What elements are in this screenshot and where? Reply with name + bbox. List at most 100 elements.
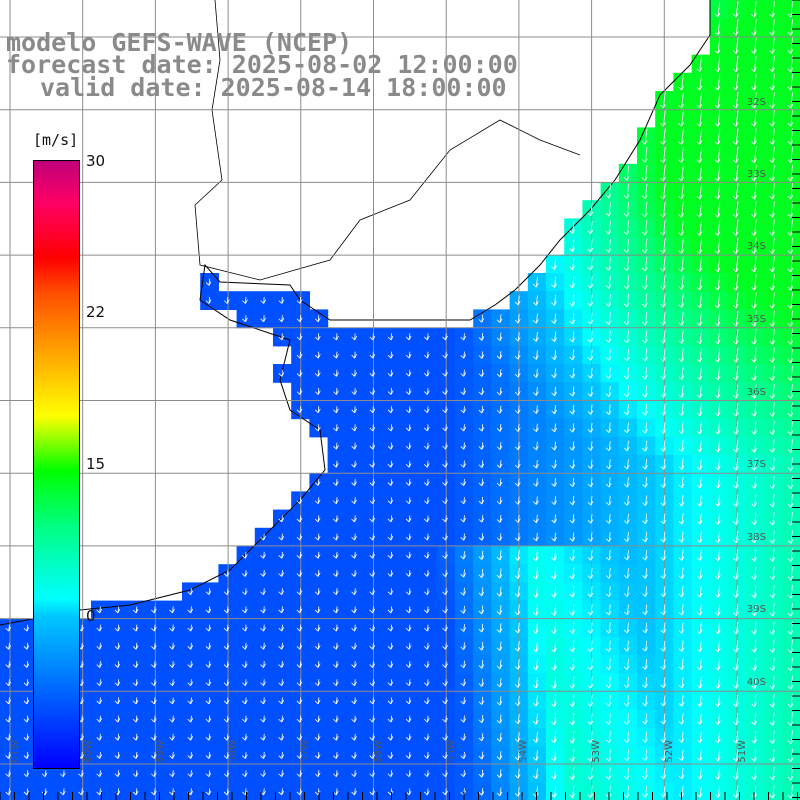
wind-arrow <box>769 439 776 453</box>
wind-arrow <box>787 92 794 109</box>
wind-arrow <box>696 146 703 164</box>
wind-arrow <box>424 624 430 632</box>
wind-arrow <box>387 661 394 668</box>
wind-arrow <box>769 37 775 54</box>
wind-arrow <box>787 274 794 291</box>
wind-arrow <box>551 658 557 671</box>
wind-arrow <box>242 551 248 559</box>
wind-arrow <box>678 440 685 452</box>
wind-arrow <box>369 715 376 723</box>
lon-label-59w: 59W <box>155 740 166 763</box>
wind-arrow <box>751 476 757 489</box>
wind-arrow <box>496 514 503 523</box>
wind-arrow <box>660 201 666 218</box>
wind-arrow <box>387 679 394 687</box>
wind-arrow <box>733 731 739 744</box>
wind-arrow <box>642 458 648 470</box>
wind-arrow <box>642 731 648 743</box>
wind-arrow <box>623 348 630 362</box>
wind-arrow <box>187 752 194 759</box>
wind-arrow <box>333 515 339 523</box>
title-model: modelo GEFS-WAVE (NCEP) <box>6 28 353 57</box>
wind-arrow <box>587 549 594 561</box>
wind-arrow <box>351 733 357 741</box>
wind-arrow <box>569 749 575 762</box>
wind-arrow <box>296 497 303 505</box>
wind-arrow <box>769 347 775 363</box>
wind-arrow <box>314 369 321 377</box>
wind-arrow <box>314 752 321 759</box>
wind-arrow <box>678 219 684 236</box>
wind-arrow <box>424 369 430 377</box>
wind-arrow <box>405 479 412 486</box>
wind-arrow <box>642 677 648 689</box>
wind-arrow <box>605 422 612 433</box>
wind-arrow <box>769 201 775 218</box>
wind-arrow <box>751 146 757 164</box>
lat-label-36s: 36S <box>746 387 766 398</box>
wind-arrow <box>714 219 721 236</box>
wind-arrow <box>460 697 467 705</box>
wind-arrow <box>405 697 412 705</box>
wind-arrow <box>60 788 66 796</box>
wind-arrow <box>514 496 521 505</box>
wind-arrow <box>169 624 175 632</box>
wind-arrow <box>132 715 139 723</box>
wind-arrow <box>96 624 103 632</box>
wind-arrow <box>678 128 684 145</box>
wind-arrow <box>751 658 757 671</box>
wind-arrow <box>532 695 539 707</box>
wind-arrow <box>314 642 321 650</box>
wind-arrow <box>460 660 467 669</box>
wind-arrow <box>769 676 776 690</box>
wind-arrow <box>496 314 503 323</box>
wind-arrow <box>751 384 757 399</box>
wind-arrow <box>678 311 685 326</box>
wind-arrow <box>587 386 594 397</box>
wind-arrow <box>478 314 485 323</box>
wind-arrow <box>714 767 721 780</box>
wind-arrow <box>587 604 594 616</box>
lat-label-40s: 40S <box>746 677 766 688</box>
colorbar-unit: [m/s] <box>33 131 79 149</box>
wind-arrow <box>696 384 703 399</box>
wind-arrow <box>533 750 539 761</box>
wind-arrow <box>205 642 212 650</box>
wind-arrow <box>223 733 230 741</box>
wind-arrow <box>533 768 539 779</box>
wind-arrow <box>405 788 412 796</box>
wind-arrow <box>569 423 576 433</box>
wind-arrow <box>169 770 175 778</box>
wind-arrow <box>496 751 503 760</box>
wind-arrow <box>769 694 776 708</box>
wind-arrow <box>478 533 485 541</box>
wind-arrow <box>351 406 358 414</box>
wind-arrow <box>587 640 594 652</box>
wind-arrow <box>769 420 776 435</box>
wind-arrow <box>405 497 412 505</box>
wind-arrow <box>751 164 757 182</box>
wind-arrow <box>696 55 703 73</box>
wind-arrow <box>624 422 630 434</box>
wind-arrow <box>314 770 321 778</box>
wind-arrow <box>569 585 576 598</box>
wind-arrow <box>587 441 594 451</box>
wind-arrow <box>23 752 30 759</box>
wind-arrow <box>733 366 739 381</box>
wind-arrow <box>442 497 448 505</box>
wind-arrow <box>587 731 594 744</box>
wind-arrow <box>769 55 775 73</box>
wind-arrow <box>260 661 266 668</box>
wind-arrow <box>460 551 467 560</box>
wind-arrow <box>96 715 103 723</box>
wind-arrow <box>223 679 230 687</box>
wind-arrow <box>424 515 430 523</box>
wind-arrow <box>623 767 630 780</box>
wind-arrow <box>260 570 266 577</box>
wind-arrow <box>587 239 594 253</box>
wind-arrow <box>369 479 376 486</box>
wind-arrow <box>260 697 266 705</box>
wind-arrow <box>605 220 612 235</box>
wind-arrow <box>533 405 539 414</box>
wind-arrow <box>714 55 721 73</box>
